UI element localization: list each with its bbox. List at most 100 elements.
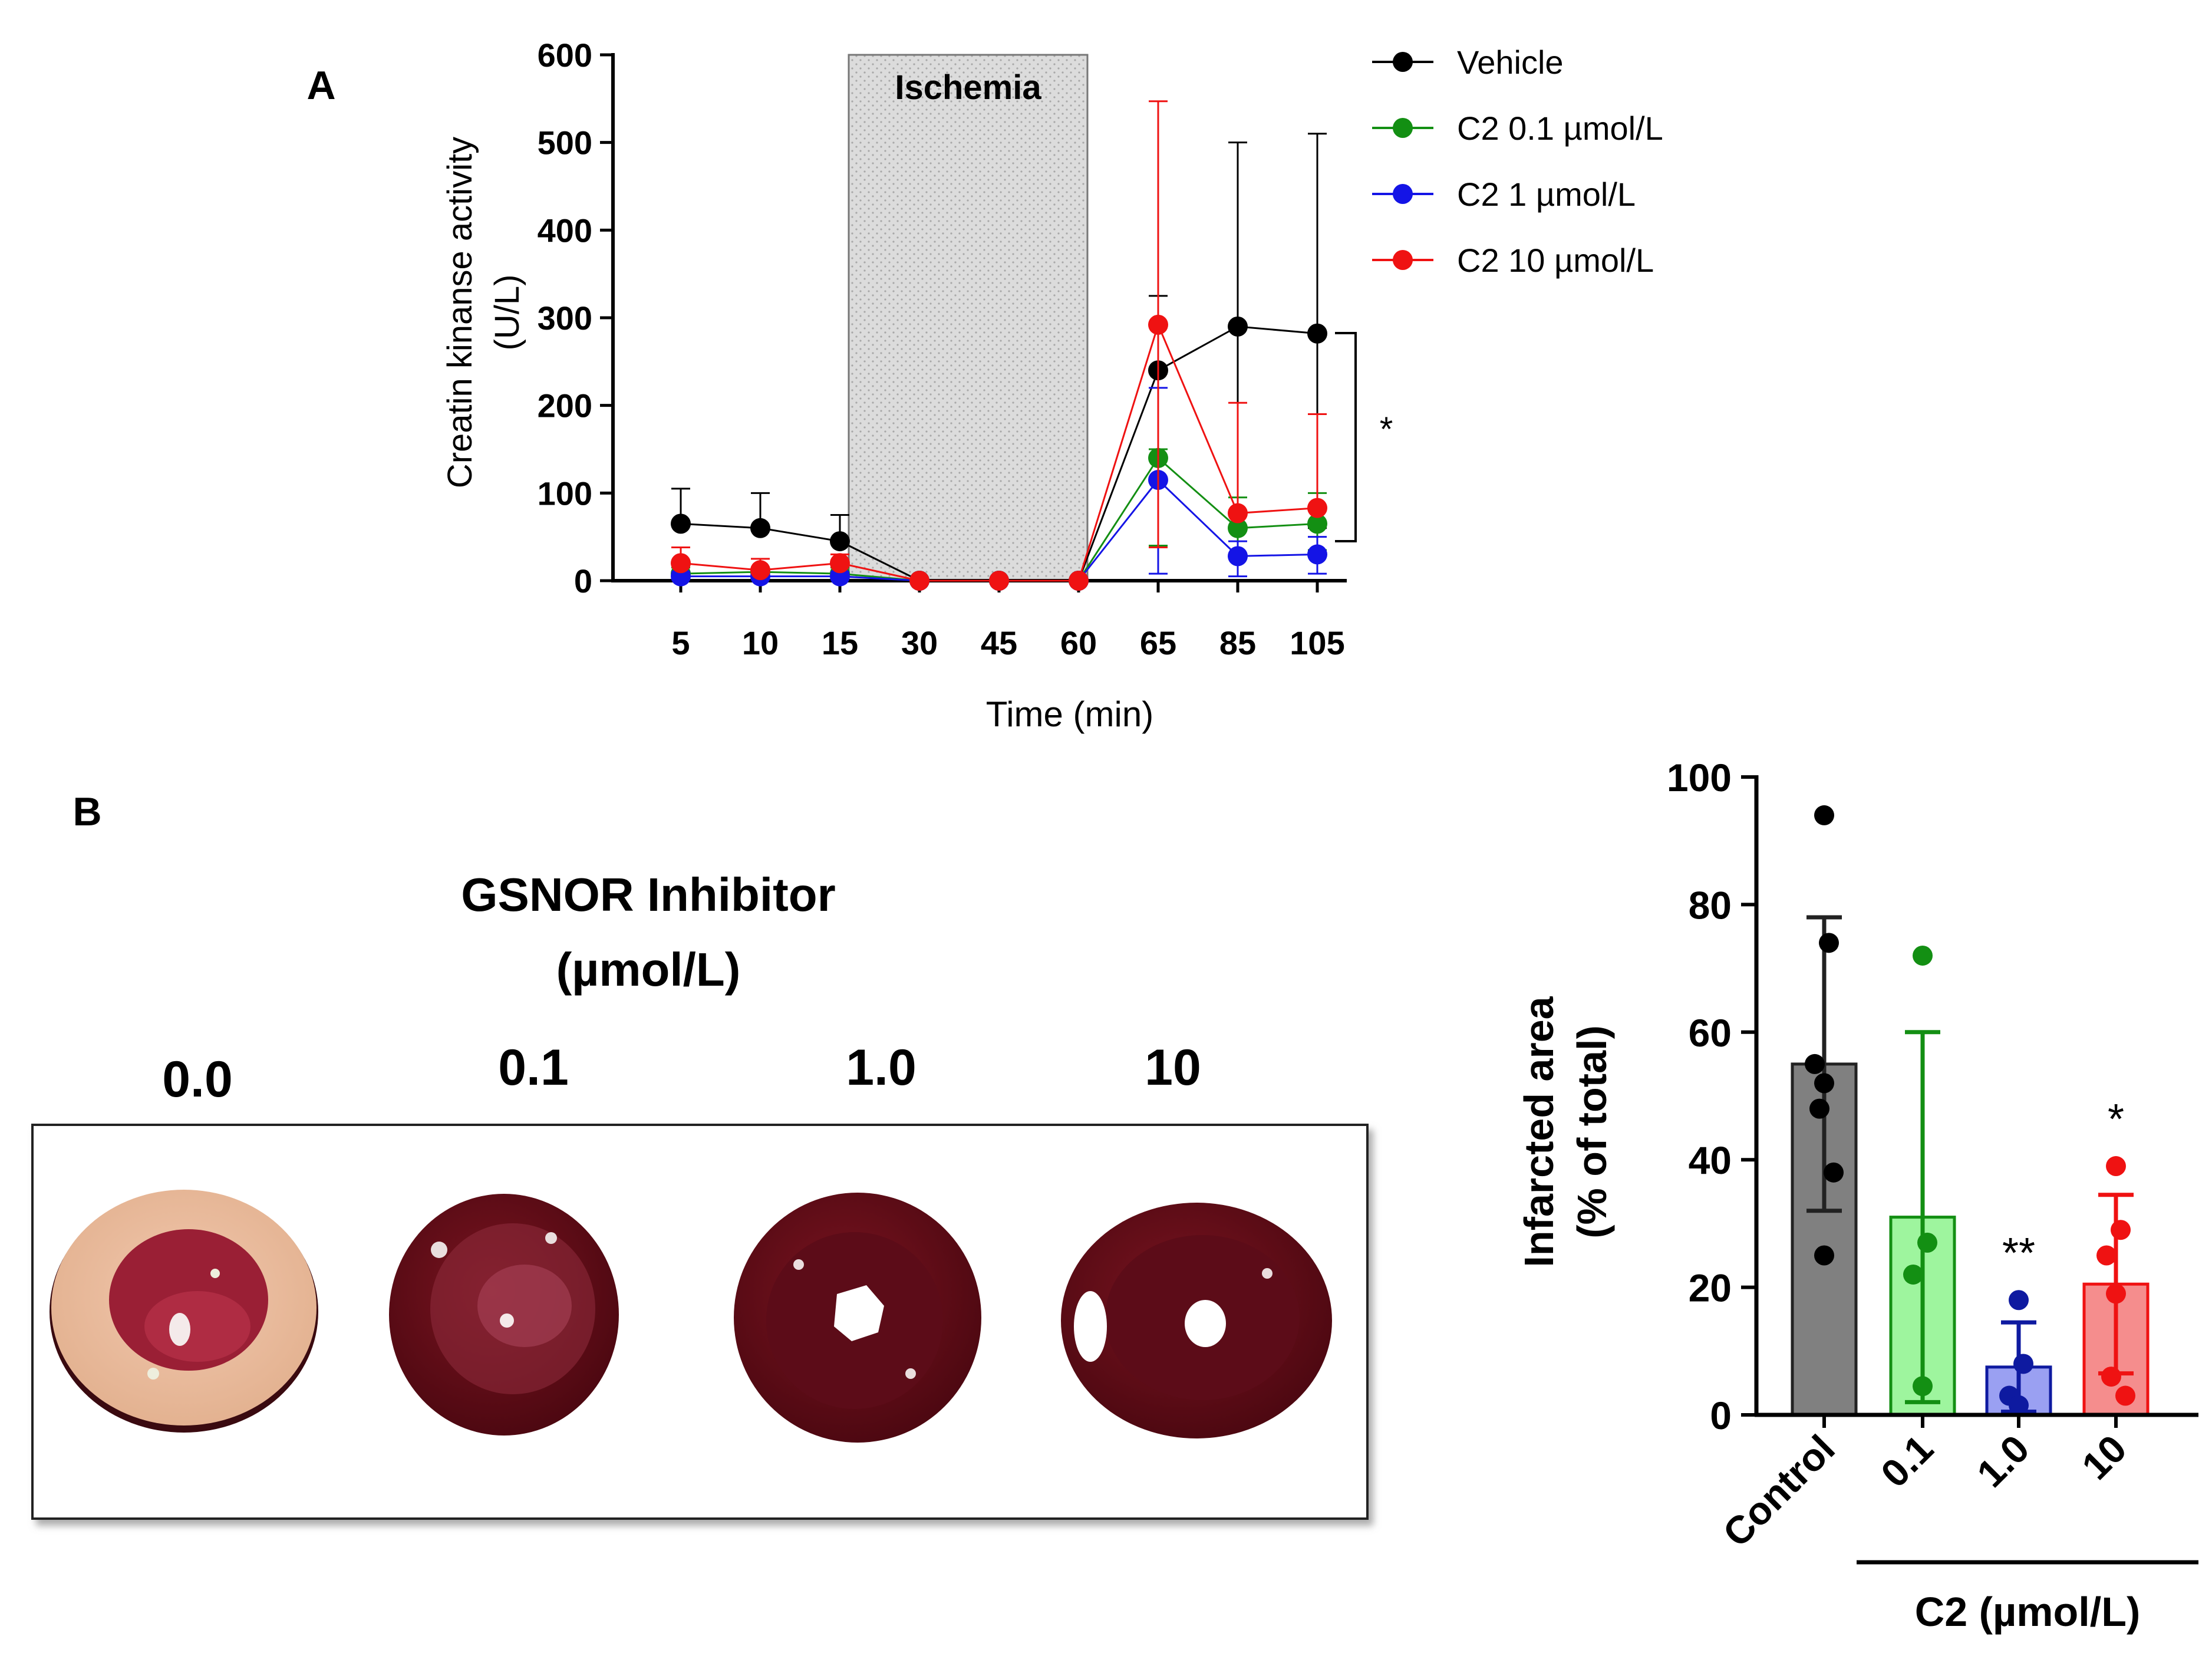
data-point — [750, 518, 770, 538]
panel-b-x-tick-label: 0.1 — [1873, 1427, 1941, 1496]
data-point — [1917, 1232, 1937, 1253]
panel-a-series — [671, 100, 1327, 591]
panel-a-y-tick-label: 400 — [538, 212, 592, 249]
data-point — [830, 531, 850, 552]
panel-b-x-tick-label: 10 — [2073, 1427, 2135, 1488]
legend-entry: C2 0.1 µmol/L — [1457, 110, 1663, 147]
data-point — [1814, 1245, 1834, 1266]
heart-slice-0 — [50, 1190, 318, 1433]
ischemia-region — [848, 54, 1089, 582]
panel-a-y-tick-label: 600 — [538, 37, 592, 74]
data-point — [989, 571, 1009, 591]
dose-label-1: 0.1 — [498, 1039, 569, 1096]
data-point — [750, 560, 770, 581]
panel-b-y-ticks: 0 20 40 60 80 100 — [1667, 756, 1756, 1437]
panel-a-x-tick-label: 30 — [901, 624, 938, 661]
panel-a-y-tick-label: 0 — [574, 562, 592, 600]
panel-a-y-ticks: 0 100 200 300 400 500 600 — [538, 37, 613, 600]
data-point — [1814, 805, 1834, 825]
photo-title-unit: (µmol/L) — [556, 943, 741, 996]
heart-slice-2 — [734, 1193, 981, 1443]
panel-a-y-tick-label: 500 — [538, 124, 592, 162]
group-label: C2 (µmol/L) — [1915, 1589, 2141, 1635]
significance-bracket — [1335, 332, 1357, 542]
panel-a-significance: * — [1380, 410, 1393, 449]
heart-slice-1 — [389, 1194, 619, 1436]
data-point — [1228, 546, 1248, 567]
data-point — [909, 571, 929, 591]
panel-b-y-tick-label: 80 — [1689, 883, 1732, 927]
panel-b-label: B — [72, 789, 101, 834]
panel-b-bars: *** — [1791, 805, 2150, 1417]
data-point — [671, 513, 691, 534]
panel-b-x-tick-label: Control — [1715, 1427, 1843, 1555]
bar-group-2: ** — [1985, 1230, 2052, 1417]
panel-a-x-tick-label: 85 — [1219, 624, 1256, 661]
panel-a-y-tick-label: 100 — [538, 475, 592, 512]
panel-b-y-tick-label: 40 — [1689, 1138, 1732, 1182]
panel-b-y-label: Infarcted area — [1516, 996, 1562, 1267]
panel-b-heart-photos: B GSNOR Inhibitor (µmol/L) 0.0 0.1 1.0 1… — [31, 789, 1369, 1520]
panel-a-x-label: Time (min) — [986, 694, 1153, 734]
panel-a-y-label: Creatin kinanse activity — [441, 137, 479, 488]
data-point — [2106, 1156, 2126, 1177]
data-point — [1307, 498, 1327, 518]
legend-marker — [1393, 118, 1413, 138]
ischemia-label: Ischemia — [895, 68, 1041, 107]
data-point — [2106, 1283, 2126, 1304]
legend-marker — [1393, 52, 1413, 72]
photo-title: GSNOR Inhibitor — [461, 868, 836, 921]
dose-label-0: 0.0 — [162, 1051, 233, 1108]
data-point — [1913, 945, 1933, 966]
data-point — [1148, 314, 1168, 335]
panel-a-y-tick-label: 300 — [538, 299, 592, 337]
data-point — [1814, 1073, 1834, 1094]
panel-a-x-tick-label: 5 — [671, 624, 690, 661]
panel-b-y-tick-label: 0 — [1710, 1394, 1732, 1437]
data-point — [2101, 1367, 2121, 1387]
panel-a-x-tick-label: 60 — [1060, 624, 1097, 661]
data-point — [2115, 1385, 2135, 1406]
panel-b-x-tick-label: 1.0 — [1969, 1427, 2038, 1496]
data-point — [2096, 1245, 2117, 1266]
data-point — [1069, 571, 1089, 591]
legend-marker — [1393, 250, 1413, 270]
data-point — [1809, 1098, 1829, 1119]
panel-a-x-ticks: 5 10 15 30 45 60 65 85 105 — [671, 581, 1345, 661]
dose-label-2: 1.0 — [846, 1039, 917, 1096]
significance-marker: * — [2108, 1096, 2124, 1143]
legend-entry: Vehicle — [1457, 44, 1564, 81]
panel-a-label: A — [306, 63, 335, 108]
panel-b-x-ticks: Control 0.1 1.0 10 — [1715, 1415, 2135, 1555]
panel-b-y-tick-label: 100 — [1667, 756, 1732, 799]
data-point — [1307, 323, 1327, 344]
data-point — [1228, 316, 1248, 337]
panel-b-y-label-unit: (% of total) — [1569, 1025, 1615, 1239]
data-point — [1307, 513, 1327, 534]
data-point — [1307, 544, 1327, 565]
data-point — [2013, 1354, 2033, 1374]
dose-label-3: 10 — [1145, 1039, 1201, 1096]
data-point — [1805, 1053, 1825, 1074]
data-point — [671, 553, 691, 574]
data-point — [1819, 933, 1839, 953]
data-point — [1913, 1376, 1933, 1397]
legend-marker — [1393, 184, 1413, 204]
data-point — [1228, 503, 1248, 524]
data-point — [1228, 518, 1248, 538]
data-point — [2111, 1220, 2131, 1240]
bar-group-3: * — [2082, 1096, 2150, 1417]
panel-a-x-tick-label: 105 — [1290, 624, 1344, 661]
data-point — [1824, 1162, 1844, 1183]
bar-group-1 — [1889, 945, 1956, 1417]
panel-a-x-tick-label: 45 — [981, 624, 1017, 661]
panel-a-x-tick-label: 15 — [822, 624, 858, 661]
data-point — [830, 553, 850, 574]
bar-group-0 — [1791, 805, 1858, 1417]
panel-a-y-label-unit: (U/L) — [488, 275, 526, 351]
legend-entry: C2 10 µmol/L — [1457, 242, 1654, 279]
panel-b-y-tick-label: 20 — [1689, 1266, 1732, 1310]
data-point — [1903, 1264, 1923, 1285]
